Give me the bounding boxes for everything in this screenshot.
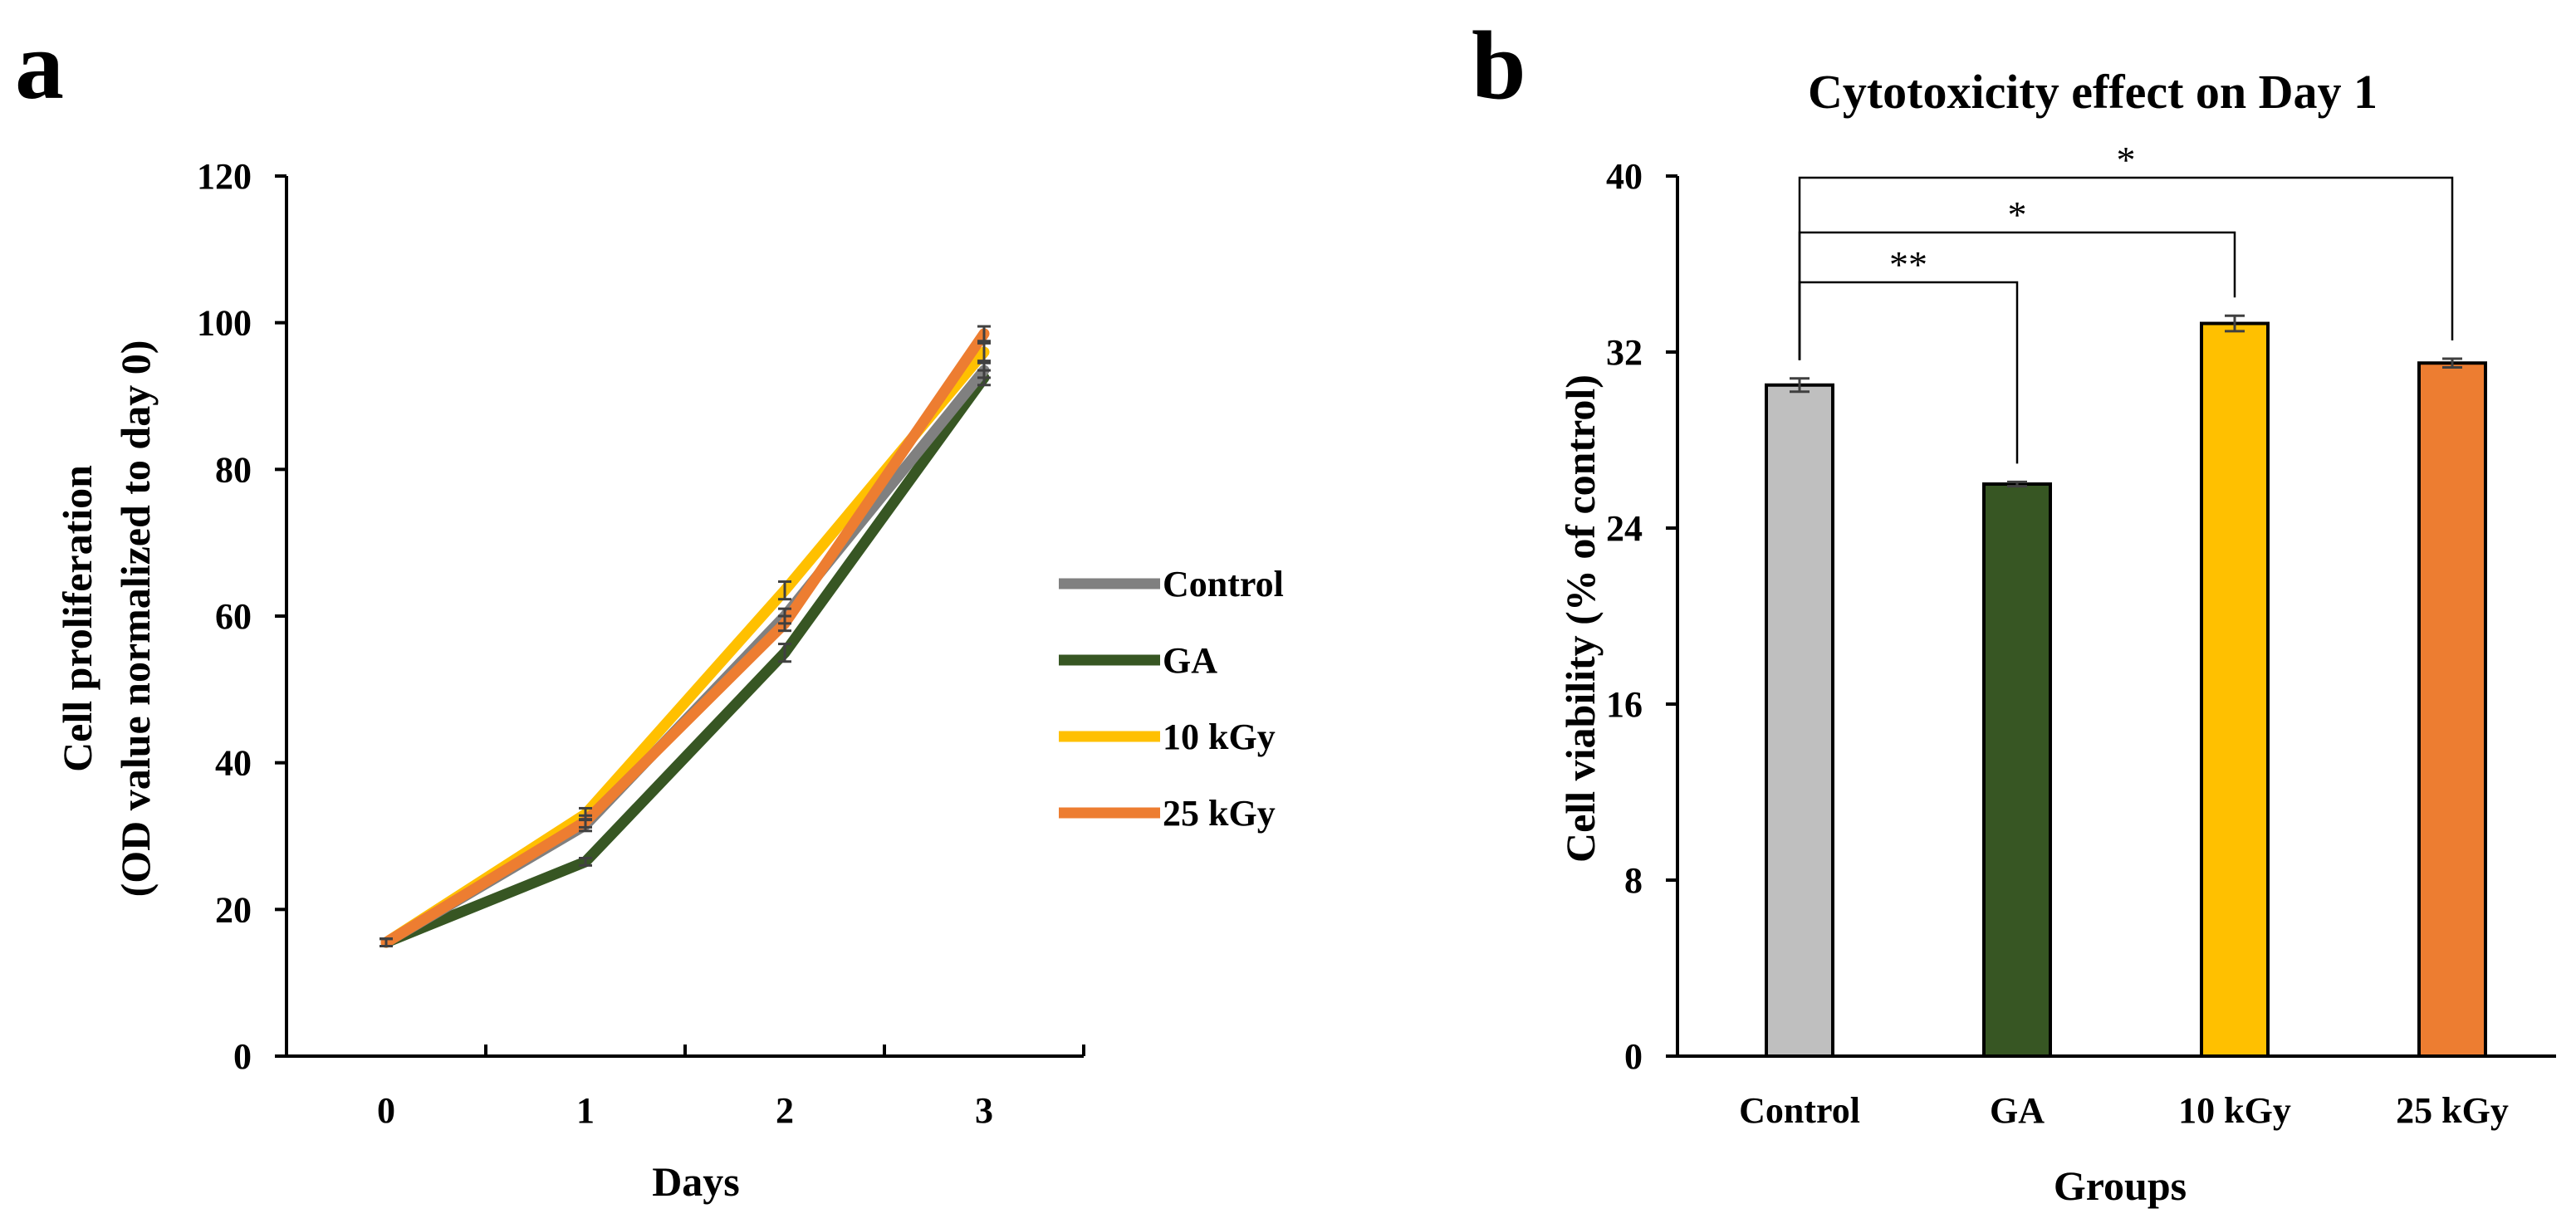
y-tick-label: 0 [1624, 1036, 1643, 1077]
y-tick-label: 60 [215, 596, 252, 637]
x-tick-label: 1 [576, 1090, 595, 1131]
y-tick-label: 40 [1606, 156, 1643, 197]
y-tick-label: 32 [1606, 332, 1643, 373]
significance-brackets: **** [1798, 139, 2454, 464]
legend-label-control: Control [1163, 564, 1284, 604]
y-tick-label: 24 [1606, 508, 1643, 549]
bar-ga [1982, 482, 2052, 1058]
bar-control [1765, 383, 1834, 1058]
y-axis-title-line2: (OD value normalized to day 0) [112, 340, 159, 898]
series-line-10-kgy [380, 346, 990, 948]
significance-label: ** [1889, 243, 1927, 286]
x-axis-title: Groups [2054, 1162, 2187, 1209]
x-tick-label: 3 [975, 1090, 993, 1131]
legend: Control GA 10 kGy 25 kGy [1059, 564, 1284, 834]
x-tick-label: Control [1739, 1090, 1860, 1131]
y-tick-label: 40 [215, 743, 252, 784]
x-tick-label: 2 [776, 1090, 794, 1131]
bar-25-kgy [2417, 361, 2487, 1058]
y-tick-label: 16 [1606, 684, 1643, 725]
y-tick-label: 120 [197, 156, 252, 197]
bars-group [1765, 314, 2487, 1058]
line-chart-panel: 0 20 40 60 80 100 120 0 1 2 3 Days Cell prolifera… [54, 156, 1284, 1205]
significance-label: * [2008, 193, 2027, 236]
y-ticks: 0 8 16 24 32 40 [1606, 156, 1677, 1077]
y-axis-title-line1: Cell proliferation [54, 465, 100, 772]
chart-title: Cytotoxicity effect on Day 1 [1808, 65, 2378, 119]
panel-label-b: b [1472, 11, 1526, 120]
y-tick-label: 20 [215, 889, 252, 930]
x-tick-label: 0 [377, 1090, 395, 1131]
x-tick-label: 25 kGy [2396, 1090, 2509, 1131]
y-tick-label: 8 [1624, 860, 1643, 901]
bar-10-kgy [2200, 321, 2270, 1058]
x-tick-label: GA [1990, 1090, 2045, 1131]
y-tick-label: 0 [233, 1036, 252, 1077]
y-tick-label: 80 [215, 449, 252, 490]
x-tick-label: 10 kGy [2178, 1090, 2291, 1131]
panel-label-a: a [15, 11, 64, 120]
bar-chart-panel: Cytotoxicity effect on Day 1 0816243240 … [1557, 65, 2556, 1209]
significance-label: * [2117, 139, 2136, 181]
line-series-group [380, 325, 991, 948]
legend-label-ga: GA [1163, 640, 1217, 681]
x-axis-title: Days [652, 1158, 740, 1205]
x-tick-labels: Control GA 10 kGy 25 kGy [1739, 1090, 2509, 1131]
y-ticks: 0 20 40 60 80 100 120 [197, 156, 286, 1077]
legend-label-10-kgy: 10 kGy [1163, 717, 1276, 757]
significance-bracket [1798, 176, 2454, 360]
series-line-ga [380, 372, 990, 948]
legend-label-25-kgy: 25 kGy [1163, 793, 1276, 834]
y-tick-label: 100 [197, 303, 252, 344]
y-axis-title: Cell viability (% of control) [1557, 374, 1604, 863]
series-line-25-kgy [380, 328, 990, 948]
x-ticks: 0 1 2 3 [377, 1045, 1085, 1131]
